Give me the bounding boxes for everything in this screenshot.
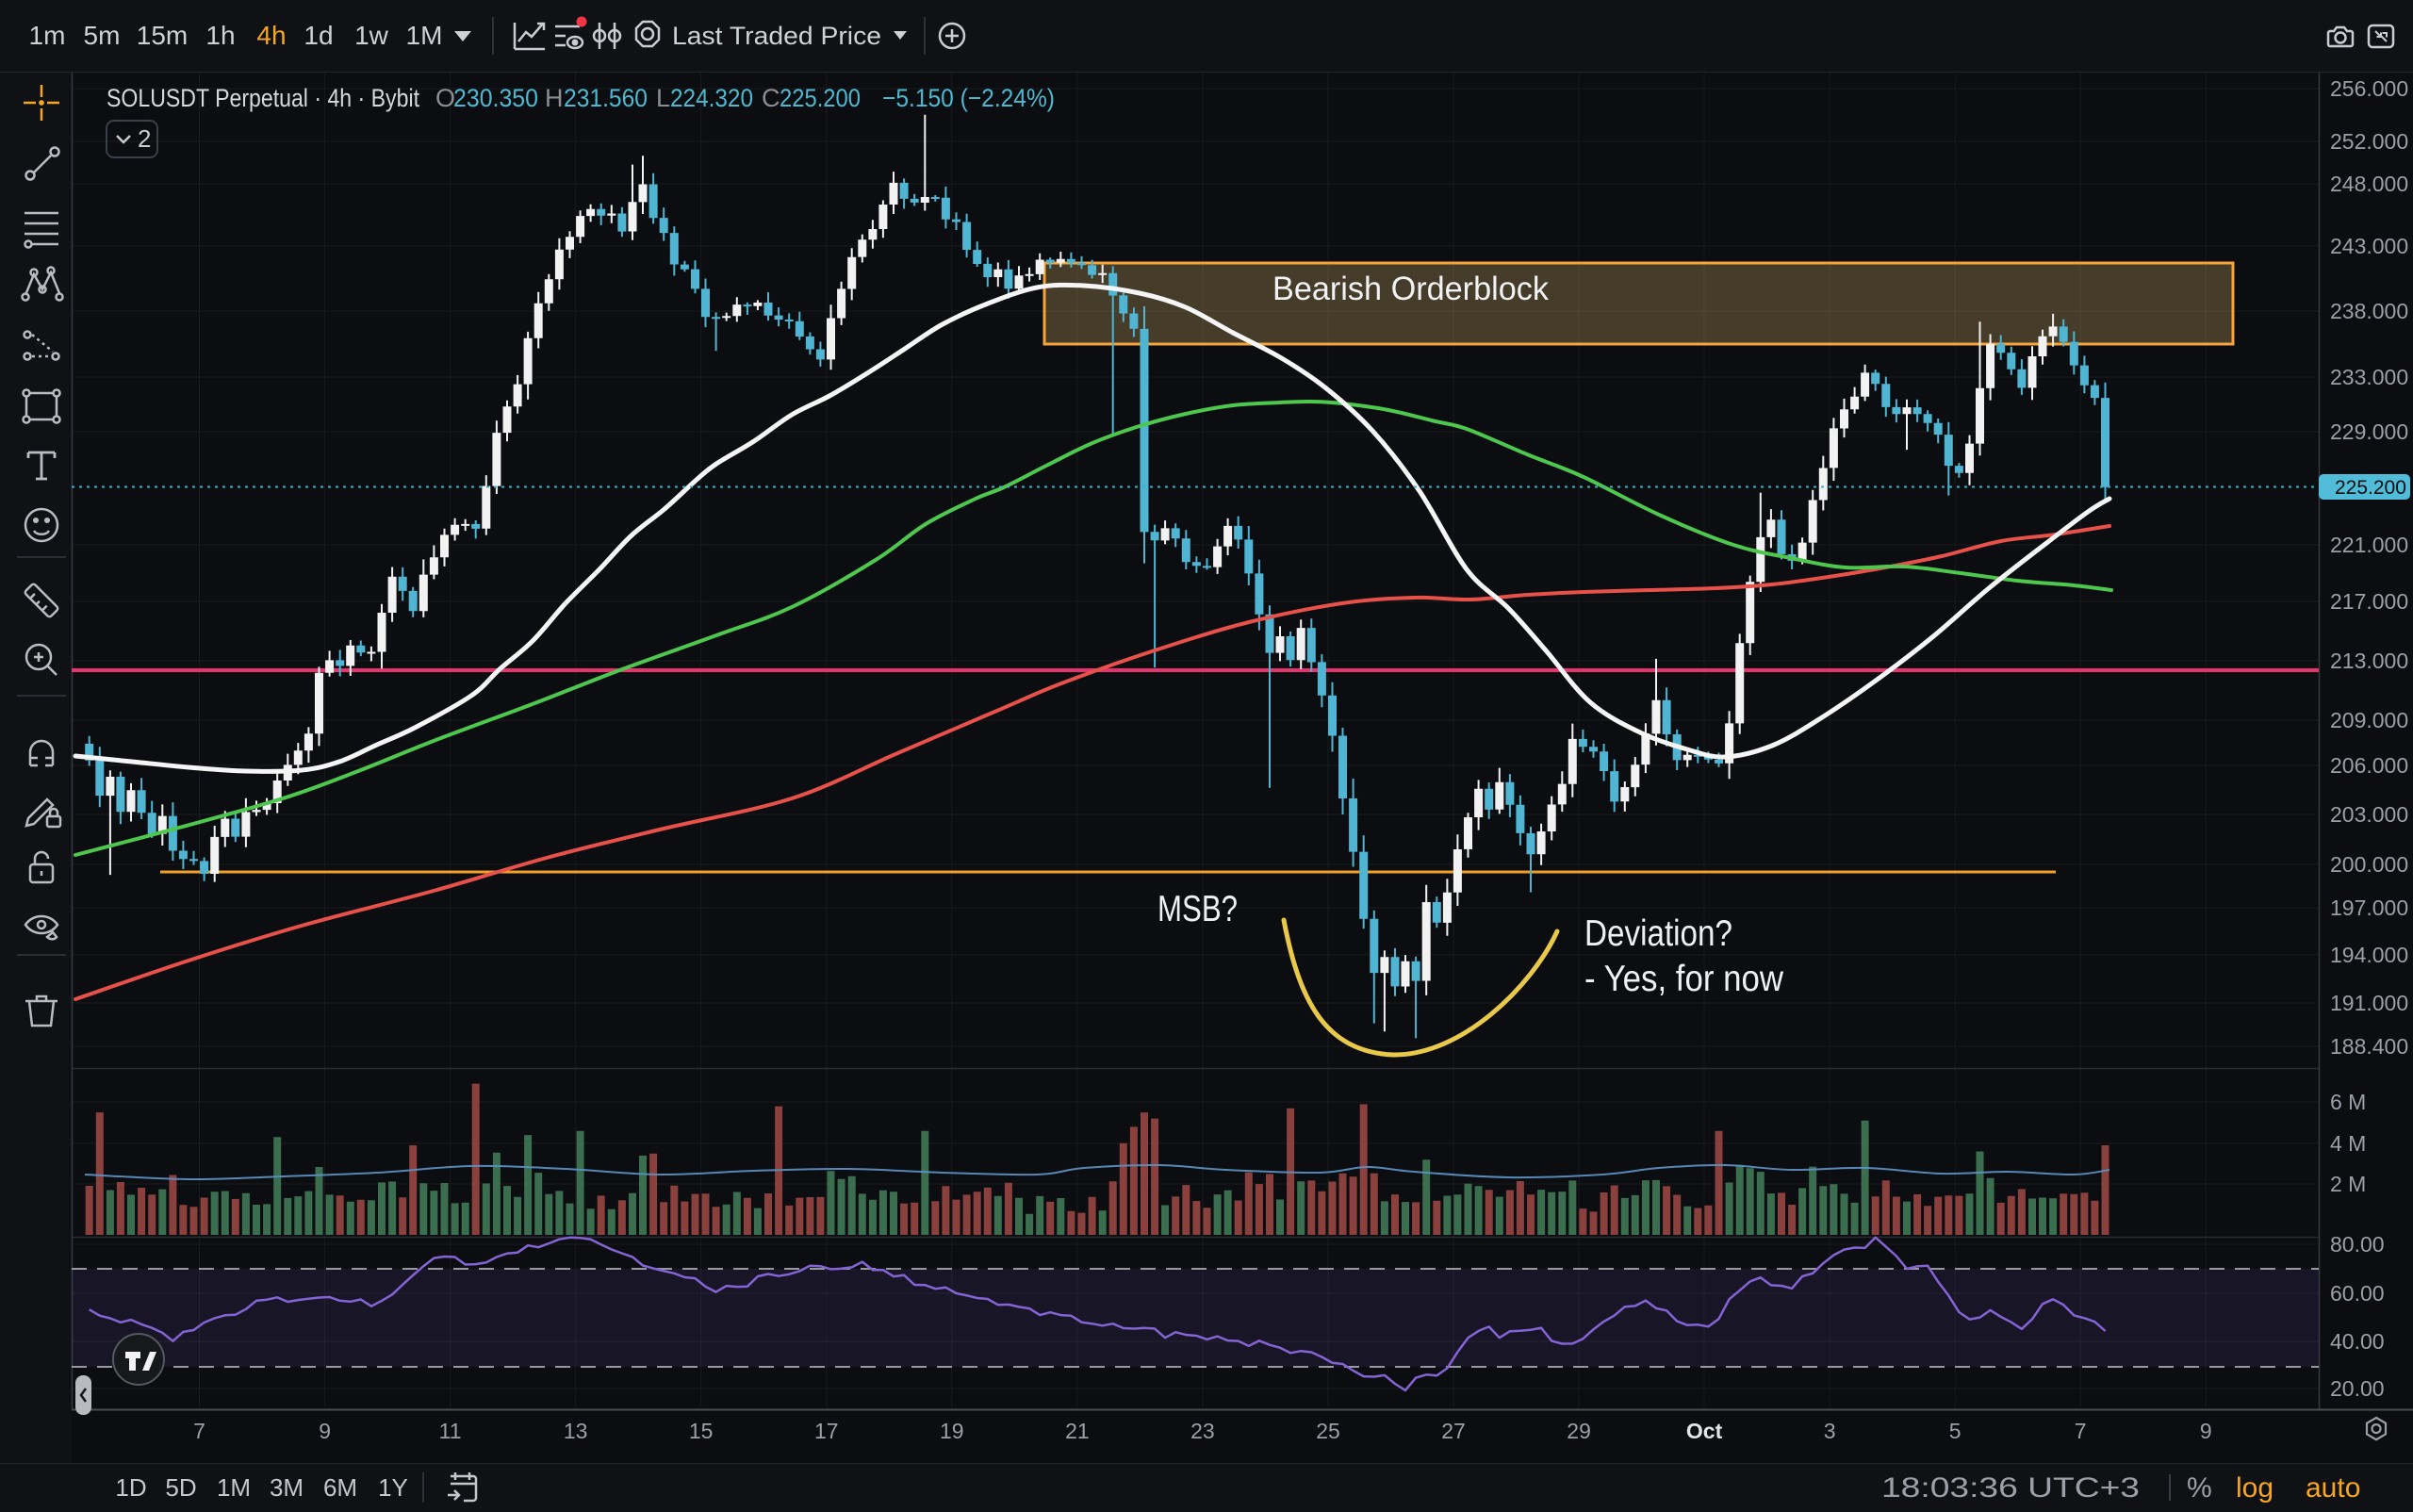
svg-text:1D: 1D [115,1473,146,1502]
svg-text:206.000: 206.000 [2330,753,2408,778]
svg-text:225.200: 225.200 [2335,477,2406,499]
svg-text:2: 2 [138,124,151,153]
svg-text:80.00: 80.00 [2330,1232,2385,1257]
svg-text:60.00: 60.00 [2330,1281,2385,1306]
svg-text:233.000: 233.000 [2330,365,2408,389]
svg-text:40.00: 40.00 [2330,1329,2385,1354]
svg-text:Oct: Oct [1686,1419,1723,1443]
svg-text:191.000: 191.000 [2330,991,2408,1015]
svg-text:1M: 1M [406,21,443,50]
svg-text:MSB?: MSB? [1157,889,1238,929]
svg-text:C: C [762,84,780,112]
svg-text:L: L [656,84,670,112]
svg-text:4 M: 4 M [2330,1131,2366,1156]
svg-text:20.00: 20.00 [2330,1376,2385,1401]
svg-text:1d: 1d [304,21,333,50]
svg-text:O: O [435,84,455,112]
svg-text:200.000: 200.000 [2330,852,2408,877]
svg-text:5D: 5D [165,1473,196,1502]
svg-text:1m: 1m [29,21,66,50]
svg-text:9: 9 [319,1419,331,1443]
svg-text:7: 7 [193,1419,205,1443]
svg-text:194.000: 194.000 [2330,943,2408,967]
svg-text:%: % [2187,1472,2212,1504]
svg-text:15m: 15m [137,21,188,50]
svg-text:23: 23 [1190,1419,1215,1443]
svg-text:6 M: 6 M [2330,1090,2366,1114]
svg-text:1h: 1h [205,21,235,50]
svg-text:256.000: 256.000 [2330,76,2408,101]
svg-text:243.000: 243.000 [2330,234,2408,258]
svg-text:4h: 4h [256,21,286,50]
svg-text:15: 15 [689,1419,714,1443]
svg-text:224.320: 224.320 [670,84,753,112]
svg-text:19: 19 [940,1419,964,1443]
svg-text:213.000: 213.000 [2330,649,2408,673]
svg-text:229.000: 229.000 [2330,419,2408,444]
svg-text:225.200: 225.200 [780,84,861,112]
svg-text:3: 3 [1824,1419,1836,1443]
svg-text:- Yes, for now: - Yes, for now [1584,959,1784,999]
svg-text:188.400: 188.400 [2330,1034,2408,1059]
svg-text:217.000: 217.000 [2330,589,2408,614]
svg-text:18:03:36 UTC+3: 18:03:36 UTC+3 [1881,1472,2140,1504]
svg-text:209.000: 209.000 [2330,708,2408,732]
svg-text:230.350: 230.350 [453,84,538,112]
svg-text:Deviation?: Deviation? [1584,913,1732,954]
svg-text:13: 13 [564,1419,588,1443]
svg-text:5m: 5m [84,21,121,50]
svg-text:SOLUSDT Perpetual · 4h · Bybit: SOLUSDT Perpetual · 4h · Bybit [107,84,419,112]
svg-text:auto: auto [2306,1472,2360,1504]
svg-text:17: 17 [814,1419,839,1443]
svg-text:27: 27 [1441,1419,1466,1443]
svg-text:H: H [545,84,564,112]
svg-text:248.000: 248.000 [2330,172,2408,196]
svg-text:Last Traded Price: Last Traded Price [672,22,881,50]
svg-text:197.000: 197.000 [2330,896,2408,920]
svg-text:Bearish Orderblock: Bearish Orderblock [1272,271,1549,307]
svg-text:221.000: 221.000 [2330,533,2408,557]
svg-text:1Y: 1Y [378,1473,408,1502]
svg-text:5: 5 [1949,1419,1962,1443]
svg-text:3M: 3M [270,1473,304,1502]
svg-text:−5.150 (−2.24%): −5.150 (−2.24%) [882,84,1055,112]
svg-text:231.560: 231.560 [564,84,648,112]
svg-text:1w: 1w [354,21,389,50]
svg-text:9: 9 [2200,1419,2212,1443]
svg-text:25: 25 [1316,1419,1340,1443]
svg-text:252.000: 252.000 [2330,129,2408,154]
svg-text:2 M: 2 M [2330,1172,2366,1196]
svg-text:1M: 1M [217,1473,251,1502]
svg-text:21: 21 [1065,1419,1090,1443]
svg-text:238.000: 238.000 [2330,299,2408,323]
svg-text:203.000: 203.000 [2330,802,2408,827]
svg-text:29: 29 [1567,1419,1591,1443]
svg-text:log: log [2236,1472,2273,1504]
svg-text:11: 11 [439,1419,462,1443]
svg-text:6M: 6M [323,1473,357,1502]
svg-text:7: 7 [2075,1419,2087,1443]
